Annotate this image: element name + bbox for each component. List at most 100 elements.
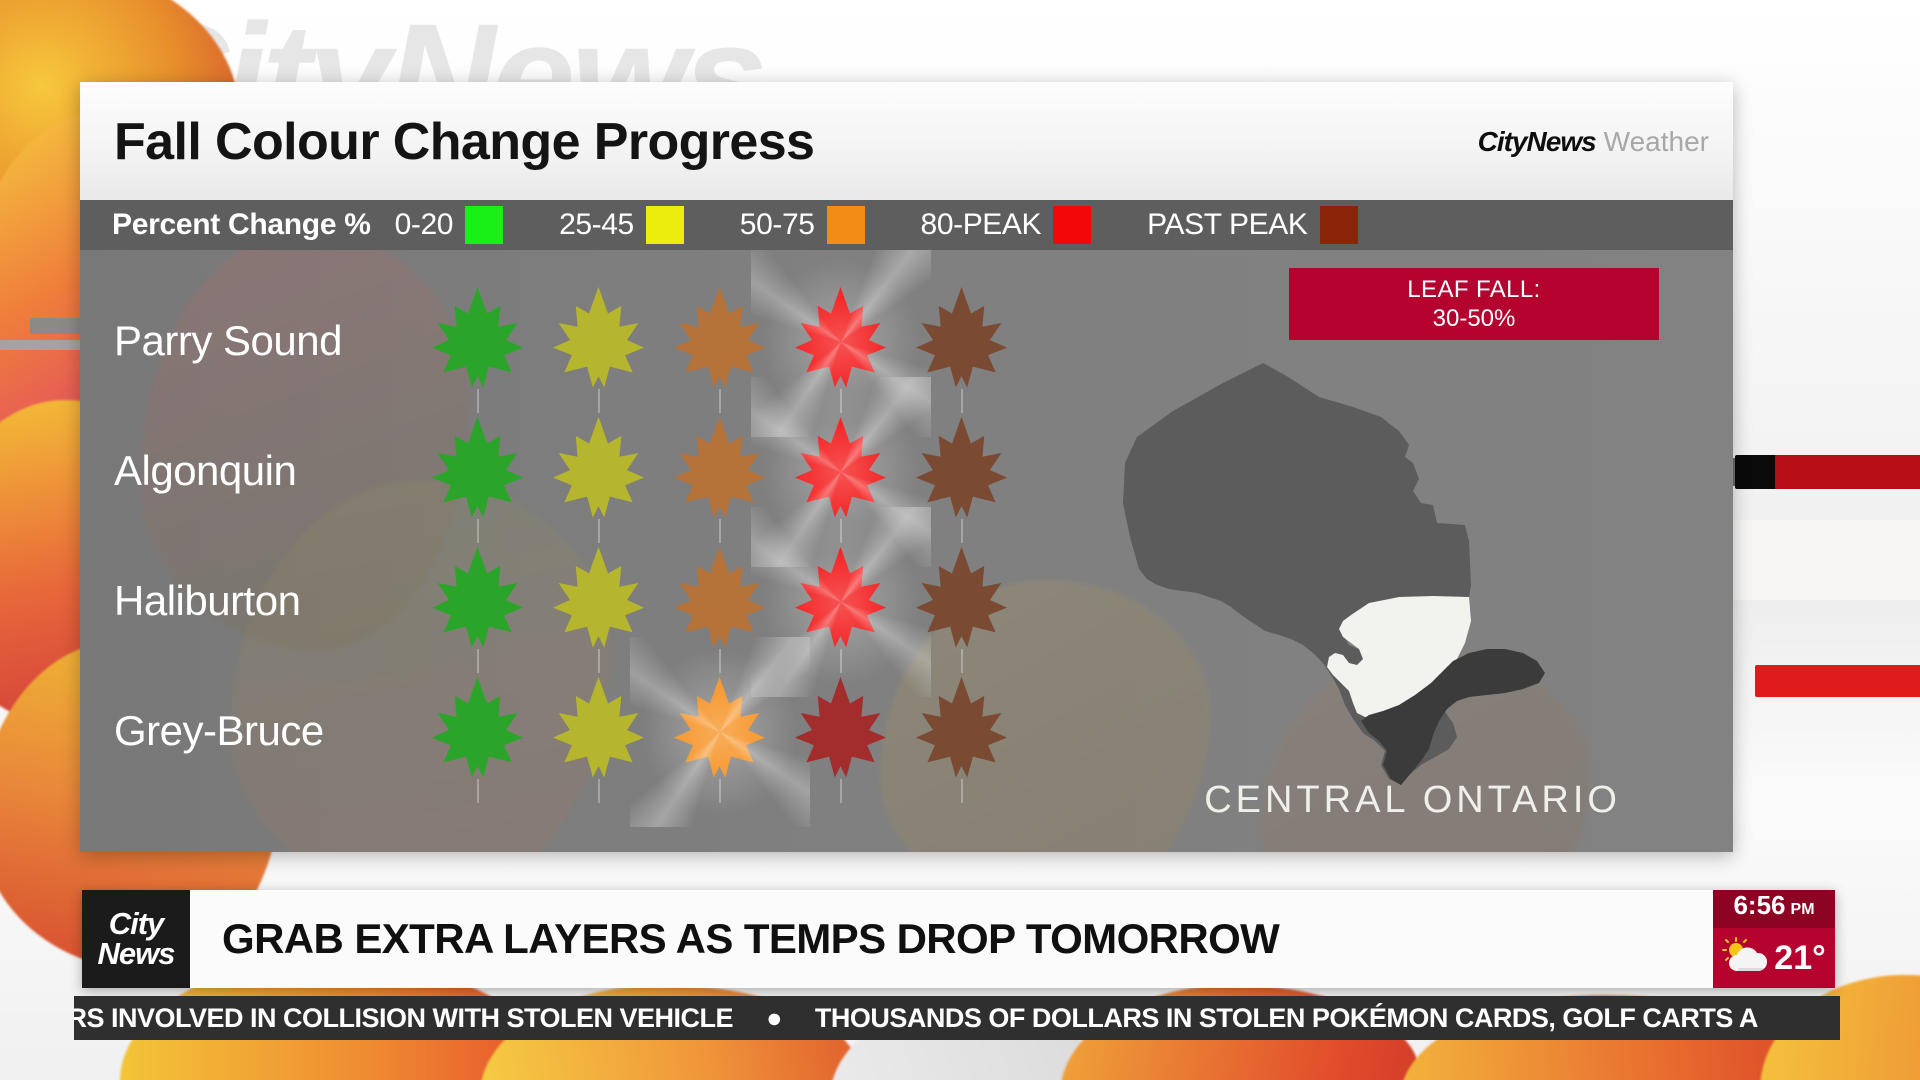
leaf-stem xyxy=(719,519,721,543)
leaf-stem xyxy=(477,779,479,803)
leaf-indicator-past-peak xyxy=(914,285,1009,413)
leaf-fall-callout: LEAF FALL: 30-50% xyxy=(1289,268,1659,340)
decor-bar-red xyxy=(1775,455,1920,489)
leaf-stem xyxy=(840,519,842,543)
clock-time: 6:56 xyxy=(1733,890,1786,920)
temperature-value: 21° xyxy=(1774,938,1826,977)
leaf-stem xyxy=(961,389,963,413)
leaf-stem xyxy=(840,649,842,673)
leaf-stem xyxy=(840,389,842,413)
legend-item-1: 0-20 xyxy=(395,206,559,244)
ticker-separator: ● xyxy=(766,1002,782,1033)
background-leaf xyxy=(230,480,610,852)
leaf-scale xyxy=(430,250,1009,437)
leaf-scale xyxy=(430,377,1009,567)
region-row: Parry Sound xyxy=(80,250,1733,437)
leaf-stem xyxy=(961,649,963,673)
leaf-indicator-50-75 xyxy=(672,285,767,413)
map-region-label: CENTRAL ONTARIO xyxy=(1204,779,1621,821)
legend-item-label: PAST PEAK xyxy=(1147,208,1308,241)
leaf-stem xyxy=(477,519,479,543)
legend-item-label: 80-PEAK xyxy=(920,208,1042,241)
leaf-indicator-80-peak xyxy=(751,377,931,567)
leaf-stem xyxy=(719,389,721,413)
ontario-southern-tip xyxy=(1361,649,1545,785)
leaf-indicator-50-75 xyxy=(672,545,767,673)
legend-item-label: 0-20 xyxy=(394,208,454,241)
leaf-indicator-80-peak xyxy=(751,507,931,697)
legend-swatch xyxy=(465,206,504,244)
leaf-indicator-25-45 xyxy=(551,675,646,803)
region-row: Grey-Bruce xyxy=(80,637,1733,827)
legend-bar: Percent Change % 0-20 25-45 50-75 80-PEAK PA… xyxy=(80,200,1733,250)
legend-item-3: 50-75 xyxy=(740,206,921,244)
leaf-fall-label: LEAF FALL: xyxy=(1407,275,1541,303)
leaf-stem xyxy=(598,649,600,673)
leaf-stem xyxy=(961,779,963,803)
clock: 6:56 PM xyxy=(1713,890,1835,928)
page-title: Fall Colour Change Progress xyxy=(114,113,815,171)
current-conditions: 21° xyxy=(1713,928,1835,988)
leaf-scale xyxy=(430,507,1009,697)
ontario-highlight-region xyxy=(1327,596,1471,717)
panel-header: Fall Colour Change Progress CityNews Weat… xyxy=(80,82,1733,200)
legend-item-2: 25-45 xyxy=(559,206,740,244)
leaf-stem xyxy=(598,389,600,413)
leaf-fall-value: 30-50% xyxy=(1432,305,1516,332)
sun-behind-cloud-icon xyxy=(1722,936,1768,980)
region-label-algonquin: Algonquin xyxy=(114,447,297,494)
legend-swatch xyxy=(645,206,684,244)
legend-title: Percent Change % xyxy=(112,208,371,241)
headline-container: GRAB EXTRA LAYERS AS TEMPS DROP TOMORROW xyxy=(190,890,1713,988)
ontario-map xyxy=(1113,345,1633,795)
brand-logo: CityNews Weather xyxy=(1478,126,1709,158)
lower-third: City News GRAB EXTRA LAYERS AS TEMPS DRO… xyxy=(82,890,1835,988)
brand-weather: Weather xyxy=(1603,126,1709,157)
citynews-logo: City News xyxy=(82,890,190,988)
legend-items: 0-20 25-45 50-75 80-PEAK PAST PEAK xyxy=(395,206,1414,244)
decor-bar-black xyxy=(1735,455,1777,489)
leaf-indicator-50-75 xyxy=(672,415,767,543)
region-label-haliburton: Haliburton xyxy=(114,577,301,624)
leaf-stem xyxy=(719,779,721,803)
legend-item-label: 50-75 xyxy=(739,208,815,241)
leaf-stem xyxy=(477,649,479,673)
leaf-indicator-80-peak xyxy=(793,675,888,803)
clock-meridiem: PM xyxy=(1790,901,1815,918)
leaf-stem xyxy=(840,779,842,803)
legend-swatch xyxy=(826,206,865,244)
leaf-indicator-25-45 xyxy=(551,545,646,673)
headline-text: GRAB EXTRA LAYERS AS TEMPS DROP TOMORROW xyxy=(222,915,1280,962)
logo-line-2: News xyxy=(97,936,176,971)
leaf-stem xyxy=(598,779,600,803)
weather-bug: 6:56 PM 21° xyxy=(1713,890,1835,988)
region-row: Algonquin xyxy=(80,377,1733,567)
leaf-stem xyxy=(477,389,479,413)
leaf-indicator-past-peak xyxy=(914,415,1009,543)
legend-swatch xyxy=(1319,206,1358,244)
leaf-stem xyxy=(719,649,721,673)
leaf-indicator-past-peak xyxy=(914,675,1009,803)
leaf-indicator-past-peak xyxy=(914,545,1009,673)
brand-citynews: CityNews xyxy=(1477,126,1597,157)
legend-item-label: 25-45 xyxy=(559,208,634,241)
region-label-parry-sound: Parry Sound xyxy=(114,317,342,364)
leaf-indicator-25-45 xyxy=(551,415,646,543)
region-label-grey-bruce: Grey-Bruce xyxy=(114,707,324,754)
background-leaf xyxy=(140,250,470,650)
logo-line-1: City xyxy=(108,906,165,942)
leaf-indicator-0-20 xyxy=(430,675,525,803)
legend-swatch xyxy=(1053,206,1092,244)
leaf-indicator-80-peak xyxy=(751,250,931,437)
region-row: Haliburton xyxy=(80,507,1733,697)
leaf-indicator-50-75 xyxy=(630,637,810,827)
decor-bar-red xyxy=(1755,665,1920,697)
leaf-stem xyxy=(598,519,600,543)
leaf-indicator-0-20 xyxy=(430,545,525,673)
ticker-text: ERS INVOLVED IN COLLISION WITH STOLEN VE… xyxy=(74,1003,1758,1034)
leaf-indicator-25-45 xyxy=(551,285,646,413)
weather-graphic-panel: Fall Colour Change Progress CityNews Weat… xyxy=(80,82,1733,852)
panel-body: Parry Sound Algonquin Haliburton Grey-Bruce… xyxy=(80,250,1733,852)
leaf-indicator-0-20 xyxy=(430,415,525,543)
legend-item-4: 80-PEAK xyxy=(921,206,1148,244)
